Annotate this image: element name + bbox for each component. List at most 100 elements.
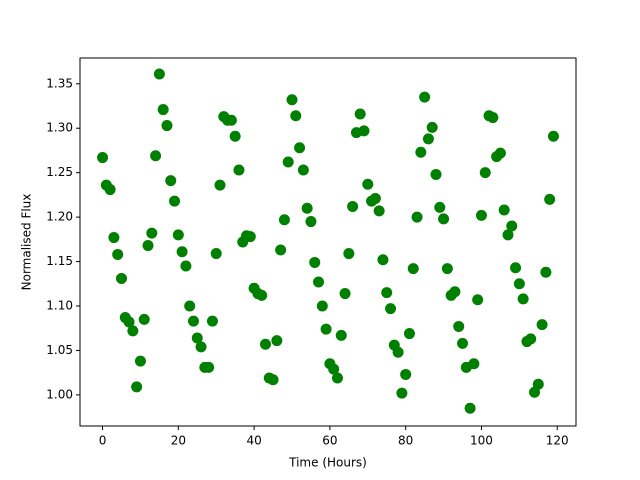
point xyxy=(134,355,146,367)
point xyxy=(377,254,389,266)
point xyxy=(547,130,559,142)
point xyxy=(385,303,397,315)
point xyxy=(153,68,165,80)
point xyxy=(320,323,332,335)
y-tick-label: 1.00 xyxy=(46,387,73,401)
point xyxy=(275,244,287,256)
point xyxy=(165,175,177,187)
point xyxy=(256,289,268,301)
point xyxy=(392,346,404,358)
point xyxy=(369,192,381,204)
point xyxy=(180,260,192,272)
x-tick-label: 0 xyxy=(99,434,107,448)
point xyxy=(172,229,184,241)
point xyxy=(430,168,442,180)
point xyxy=(339,288,351,300)
point xyxy=(108,232,120,244)
point xyxy=(415,146,427,158)
point xyxy=(123,316,135,328)
point xyxy=(453,320,465,332)
point xyxy=(422,133,434,145)
point xyxy=(525,333,537,345)
point xyxy=(347,200,359,212)
point xyxy=(313,276,325,288)
y-axis-label: Normalised Flux xyxy=(20,194,34,291)
point xyxy=(282,156,294,168)
point xyxy=(301,202,313,214)
point xyxy=(184,300,196,312)
x-tick-label: 40 xyxy=(246,434,261,448)
point xyxy=(449,286,461,298)
point xyxy=(335,329,347,341)
point xyxy=(400,368,412,380)
point xyxy=(142,240,154,252)
y-tick-label: 1.10 xyxy=(46,299,73,313)
point xyxy=(112,248,124,260)
point xyxy=(97,152,109,164)
point xyxy=(138,313,150,325)
point xyxy=(354,108,366,120)
point xyxy=(441,263,453,275)
point xyxy=(157,104,169,116)
point xyxy=(210,248,222,260)
point xyxy=(259,338,271,350)
point xyxy=(297,164,309,176)
point xyxy=(233,164,245,176)
point xyxy=(131,381,143,393)
point xyxy=(206,315,218,327)
x-tick-label: 120 xyxy=(546,434,569,448)
point xyxy=(494,147,506,159)
point xyxy=(305,216,317,228)
point xyxy=(438,213,450,225)
point xyxy=(362,178,374,190)
axes-frame xyxy=(79,57,577,427)
point xyxy=(536,319,548,331)
point xyxy=(229,130,241,142)
point xyxy=(419,91,431,103)
point xyxy=(127,325,139,337)
point xyxy=(396,387,408,399)
point xyxy=(294,142,306,154)
point xyxy=(331,372,343,384)
x-tick-label: 100 xyxy=(470,434,493,448)
point xyxy=(195,341,207,353)
point xyxy=(290,110,302,122)
point xyxy=(426,121,438,133)
y-tick-label: 1.05 xyxy=(46,343,73,357)
point xyxy=(343,248,355,260)
point xyxy=(214,179,226,191)
point xyxy=(309,256,321,268)
point xyxy=(468,358,480,370)
point xyxy=(316,300,328,312)
point xyxy=(510,262,522,274)
point xyxy=(502,229,514,241)
point xyxy=(244,231,256,243)
point xyxy=(381,287,393,299)
x-axis-label: Time (Hours) xyxy=(288,456,367,470)
point xyxy=(150,150,162,162)
point xyxy=(169,195,181,207)
point xyxy=(328,363,340,375)
point xyxy=(358,125,370,137)
point xyxy=(517,293,529,305)
point xyxy=(479,167,491,179)
point xyxy=(532,378,544,390)
point xyxy=(487,112,499,124)
point xyxy=(472,294,484,306)
y-tick-label: 1.15 xyxy=(46,254,73,268)
x-tick-label: 80 xyxy=(398,434,413,448)
y-tick-label: 1.30 xyxy=(46,121,73,135)
point xyxy=(540,266,552,278)
point xyxy=(115,272,127,284)
point xyxy=(271,335,283,347)
point xyxy=(176,246,188,258)
point xyxy=(104,184,116,196)
point xyxy=(411,211,423,223)
point xyxy=(403,328,415,340)
point xyxy=(407,263,419,275)
point xyxy=(203,361,215,373)
point xyxy=(225,114,237,126)
point xyxy=(457,337,469,349)
